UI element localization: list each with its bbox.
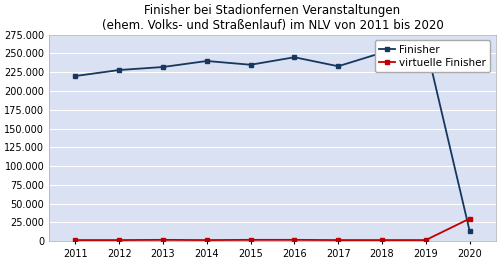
Legend: Finisher, virtuelle Finisher: Finisher, virtuelle Finisher [374,40,490,72]
Title: Finisher bei Stadionfernen Veranstaltungen
(ehem. Volks- und Straßenlauf) im NLV: Finisher bei Stadionfernen Veranstaltung… [102,4,443,32]
